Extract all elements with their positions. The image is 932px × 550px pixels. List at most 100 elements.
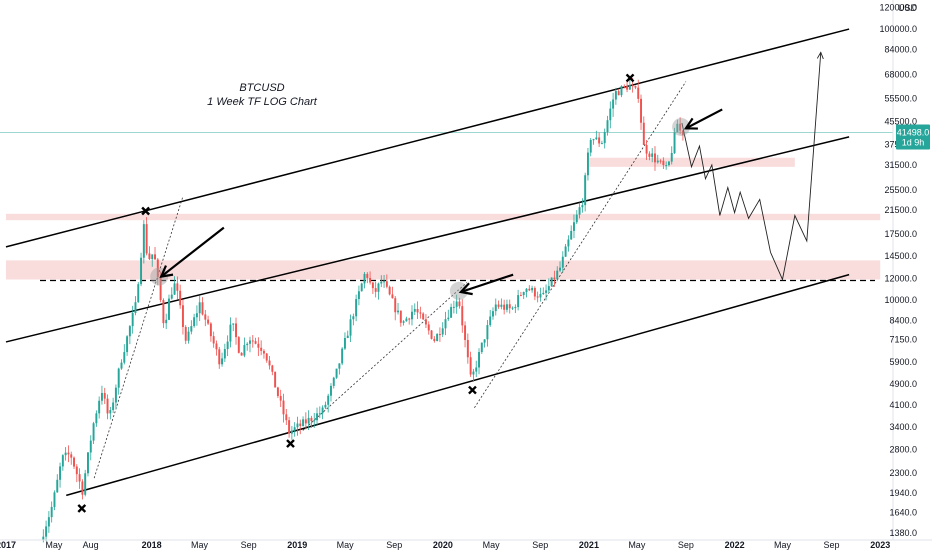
y-tick-label: 84000.0 (884, 45, 917, 55)
candle-body (257, 343, 260, 348)
candle-body (609, 108, 612, 121)
candle-body (570, 230, 573, 240)
candle-body (411, 311, 413, 320)
candle-body (56, 479, 59, 493)
candle-body (444, 319, 447, 329)
candle-body (397, 310, 399, 313)
candle-body (179, 290, 182, 306)
candle-body (441, 328, 444, 335)
candle-body (73, 457, 75, 467)
candle-body (670, 152, 673, 162)
x-tick-label: May (191, 540, 209, 550)
candle-body (176, 283, 179, 291)
candle-body (628, 85, 631, 90)
projection-arrowhead (816, 51, 824, 60)
candle-body (117, 368, 120, 388)
last-price-countdown: 1d 9h (902, 138, 925, 148)
candle-body (168, 298, 170, 320)
candle-body (338, 363, 341, 369)
currency-label: USD (898, 3, 918, 13)
candle-body (388, 286, 391, 295)
candle-body (408, 318, 411, 320)
overlay-layer (77, 51, 824, 513)
x-tick-label: May (774, 540, 792, 550)
candle-body (87, 452, 89, 474)
highlight-circle (672, 117, 691, 136)
candle-body (673, 132, 676, 153)
candle-body (53, 492, 56, 507)
candle-body (508, 304, 511, 309)
candle-body (120, 362, 123, 369)
candle-body (505, 304, 508, 310)
candle-body (394, 298, 397, 313)
candle-body (545, 290, 548, 293)
annotation-arrow (685, 108, 723, 130)
candle-body (581, 205, 584, 208)
candle-body (198, 302, 201, 314)
candle-body (195, 313, 198, 318)
candle-body (324, 404, 327, 408)
candle-body (617, 91, 620, 96)
candle-body (229, 324, 232, 342)
candle-body (559, 267, 561, 271)
candle-body (575, 214, 578, 223)
candle-body (201, 302, 204, 315)
candle-body (288, 420, 291, 434)
candle-body (159, 276, 162, 300)
candle-body (221, 358, 224, 365)
candle-body (112, 402, 115, 411)
candle-body (341, 348, 344, 364)
candle-body (612, 99, 615, 109)
candle-body (391, 294, 394, 299)
y-tick-label: 2300.0 (889, 468, 917, 478)
x-tick-label: May (628, 540, 646, 550)
annotation-arrowhead (458, 282, 473, 296)
candle-body (237, 337, 240, 353)
candle-body (573, 222, 575, 231)
candle-body (346, 335, 349, 339)
candle-body (405, 318, 408, 322)
candle-body (260, 347, 263, 351)
y-tick-label: 14500.0 (884, 251, 917, 261)
zones-layer (5, 157, 881, 280)
x-marker (468, 385, 477, 395)
candle-body (293, 427, 296, 431)
candle-body (662, 160, 665, 166)
candle-body (533, 287, 536, 297)
projection-path (681, 52, 822, 281)
last-price-value: 41498.0 (897, 128, 930, 138)
candle-body (249, 340, 251, 344)
annotation-arrow (160, 226, 225, 278)
candle-body (274, 371, 277, 388)
candle-body (436, 334, 439, 342)
x-tick-label: 2019 (287, 540, 307, 550)
annotation-arrowhead (683, 117, 698, 130)
candle-body (332, 377, 335, 386)
x-tick-label: Sep (678, 540, 694, 550)
candle-body (600, 143, 603, 145)
candle-body (475, 367, 478, 372)
candle-body (170, 294, 173, 299)
candle-body (642, 122, 645, 145)
candle-body (285, 414, 288, 421)
candle-body (640, 98, 642, 123)
candle-body (472, 371, 475, 375)
x-marker (141, 206, 150, 216)
candle-body (561, 256, 564, 268)
candle-body (246, 343, 249, 346)
candle-body (433, 338, 436, 342)
candle-body (626, 86, 629, 90)
candle-body (226, 341, 229, 350)
candle-body (89, 440, 92, 453)
candle-body (190, 326, 193, 332)
candle-body (528, 288, 531, 291)
y-tick-label: 1940.0 (889, 488, 917, 498)
candle-body (623, 86, 626, 88)
candle-body (61, 455, 64, 467)
candle-body (265, 353, 268, 361)
y-tick-label: 1640.0 (889, 508, 917, 518)
candle-body (98, 400, 101, 414)
y-tick-label: 120000.0 (879, 3, 917, 13)
